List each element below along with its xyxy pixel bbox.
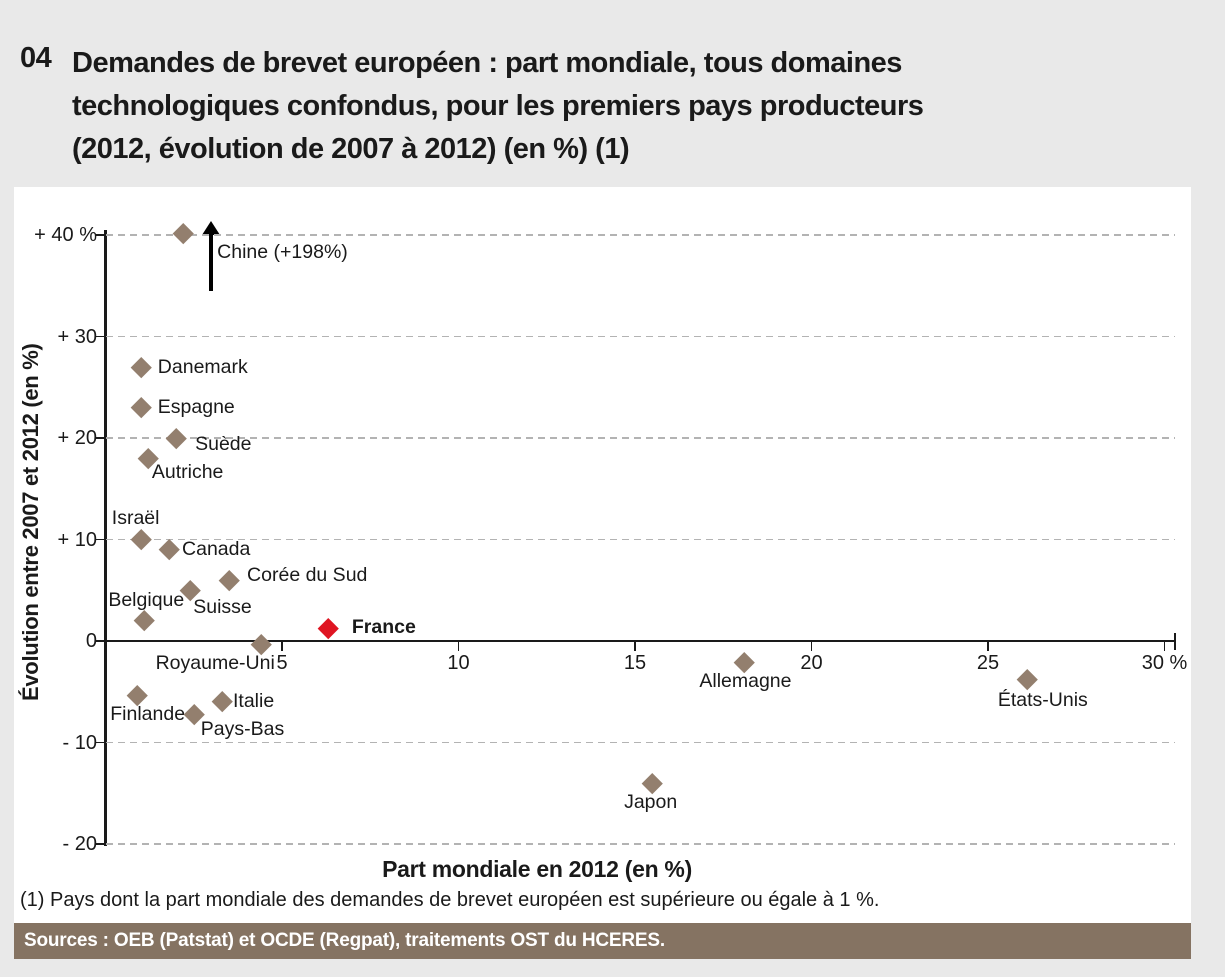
y-tick-label-0: 0 [85, 630, 97, 652]
figure-number: 04 [20, 42, 52, 74]
x-tick-label-25: 25 [976, 652, 1000, 674]
data-point-label-Autriche: Autriche [151, 460, 224, 483]
data-point-label-Italie: Italie [232, 690, 275, 713]
footnote: (1) Pays dont la part mondiale des deman… [20, 889, 880, 911]
y-tick--10 [96, 741, 105, 744]
data-point-label-Royaume-Uni: Royaume-Uni [155, 651, 275, 674]
figure-title-line-2: technologiques confondus, pour les premi… [72, 90, 924, 122]
data-point-label-Israël: Israël [111, 507, 160, 529]
x-tick-label-10: 10 [447, 652, 470, 674]
data-point-label-États-Unis: États-Unis [997, 689, 1088, 712]
figure-title: Demandes de brevet européen : part mondi… [72, 42, 1072, 171]
data-point-label-Japon: Japon [624, 790, 678, 813]
x-axis-end-tick [1173, 633, 1176, 650]
y-tick-40 [96, 234, 105, 236]
y-tick-30 [96, 335, 105, 338]
x-tick-30 [1163, 642, 1166, 651]
y-tick-10 [96, 538, 105, 541]
y-tick-0 [96, 640, 105, 642]
x-axis-title: Part mondiale en 2012 (en %) [382, 856, 692, 882]
y-tick-label-10: + 10 [57, 528, 97, 551]
x-tick-10 [457, 642, 460, 651]
data-point-label-Danemark: Danemark [157, 356, 248, 379]
data-point-label-Espagne: Espagne [157, 396, 235, 419]
x-tick-label-30: 30 % [1141, 652, 1188, 674]
data-point-label-Belgique: Belgique [108, 589, 185, 612]
data-point-label-Corée du Sud: Corée du Sud [247, 563, 368, 586]
x-tick-20 [810, 642, 813, 651]
china-offscale-arrow [208, 234, 213, 291]
y-tick-label-20: + 20 [57, 427, 97, 449]
sources-bar: Sources : OEB (Patstat) et OCDE (Regpat)… [14, 923, 1191, 959]
x-tick-25 [987, 642, 989, 651]
y-axis-title: Évolution entre 2007 et 2012 (en %) [18, 343, 43, 702]
data-point-label-Allemagne: Allemagne [699, 669, 792, 692]
chart-panel [14, 187, 1191, 923]
data-point-label-Chine: Chine (+198%) [217, 241, 348, 264]
gridline-y--20 [106, 843, 1175, 845]
x-tick-5 [281, 642, 283, 651]
data-point-label-Pays-Bas: Pays-Bas [200, 717, 285, 740]
y-tick--20 [96, 843, 105, 845]
y-axis-line [104, 230, 107, 846]
data-point-label-Canada: Canada [182, 538, 251, 561]
y-tick-label-30: + 30 [57, 325, 97, 348]
gridline-y-10 [106, 538, 1175, 541]
x-tick-label-20: 20 [800, 652, 823, 674]
data-point-label-Finlande: Finlande [110, 703, 186, 726]
x-tick-label-15: 15 [623, 652, 647, 674]
china-offscale-arrow-head [202, 221, 220, 235]
data-point-label-France: France [351, 616, 416, 639]
x-tick-label-5: 5 [276, 652, 288, 674]
figure-title-line-1: Demandes de brevet européen : part mondi… [72, 47, 902, 79]
y-tick-label-40: + 40 % [34, 224, 97, 246]
gridline-y--10 [106, 741, 1175, 744]
gridline-y-40 [106, 234, 1175, 236]
y-tick-label--10: - 10 [62, 731, 97, 754]
figure-title-line-3: (2012, évolution de 2007 à 2012) (en %) … [72, 133, 630, 165]
x-tick-15 [634, 642, 636, 651]
y-tick-20 [96, 437, 105, 439]
gridline-y-30 [106, 335, 1175, 338]
y-tick-label--20: - 20 [62, 833, 97, 855]
data-point-label-Suède: Suède [195, 432, 252, 455]
x-axis-zero-line [104, 639, 1175, 643]
data-point-label-Suisse: Suisse [193, 595, 252, 618]
sources-text: Sources : OEB (Patstat) et OCDE (Regpat)… [24, 930, 665, 951]
gridline-y-20 [106, 437, 1175, 439]
